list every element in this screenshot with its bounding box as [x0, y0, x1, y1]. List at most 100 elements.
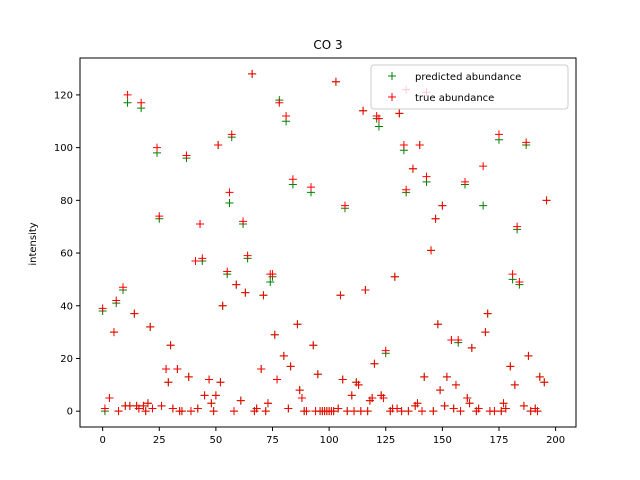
data-point	[331, 77, 340, 86]
data-point	[252, 404, 261, 413]
data-point	[359, 106, 368, 115]
data-point	[354, 380, 363, 389]
data-point	[479, 201, 488, 210]
data-point	[415, 140, 424, 149]
data-point	[440, 401, 449, 410]
data-point	[447, 336, 456, 345]
data-point	[166, 341, 175, 350]
data-point	[307, 183, 316, 192]
data-point	[193, 404, 202, 413]
data-point	[535, 372, 544, 381]
data-point	[442, 372, 451, 381]
data-point	[182, 151, 191, 160]
legend-box	[370, 64, 569, 110]
data-point	[474, 404, 483, 413]
data-point	[105, 394, 114, 403]
y-tick-label: 100	[54, 143, 73, 154]
data-point	[465, 399, 474, 408]
data-point	[467, 343, 476, 352]
data-point	[309, 341, 318, 350]
data-point	[263, 399, 272, 408]
data-point	[334, 404, 343, 413]
data-point	[257, 365, 266, 374]
data-point	[313, 370, 322, 379]
chart-title: CO 3	[313, 38, 342, 52]
data-point	[540, 378, 549, 387]
data-point	[273, 375, 282, 384]
y-axis-title: intensity	[28, 222, 39, 265]
data-point	[200, 391, 209, 400]
data-point	[177, 407, 186, 416]
data-point	[463, 394, 472, 403]
data-point	[542, 196, 551, 205]
data-point	[501, 404, 510, 413]
data-point	[270, 330, 279, 339]
legend-label: true abundance	[415, 93, 494, 104]
data-point	[370, 359, 379, 368]
data-point	[422, 172, 431, 181]
data-point	[207, 399, 216, 408]
y-tick-label: 0	[67, 407, 73, 418]
y-tick-label: 60	[60, 249, 73, 260]
data-point	[449, 404, 458, 413]
data-point	[137, 98, 146, 107]
y-tick-label: 120	[54, 90, 73, 101]
data-point	[218, 301, 227, 310]
data-point	[454, 336, 463, 345]
legend-marker	[388, 93, 396, 101]
data-point	[148, 404, 157, 413]
data-point	[479, 162, 488, 171]
y-tick-label: 80	[60, 196, 73, 207]
data-point	[130, 309, 139, 318]
y-tick-label: 40	[60, 301, 73, 312]
data-point	[420, 372, 429, 381]
data-point	[143, 399, 152, 408]
series-0	[98, 69, 551, 416]
data-point	[356, 407, 365, 416]
data-point	[186, 407, 195, 416]
data-point	[336, 291, 345, 300]
data-point	[230, 407, 239, 416]
data-point	[196, 220, 205, 229]
data-point	[390, 272, 399, 281]
data-point	[141, 407, 150, 416]
data-point	[374, 122, 383, 131]
data-point	[338, 375, 347, 384]
data-point	[146, 322, 155, 331]
data-point	[522, 138, 531, 147]
data-point	[508, 270, 517, 279]
data-point	[438, 201, 447, 210]
x-tick-label: 175	[489, 435, 508, 446]
data-point	[399, 140, 408, 149]
data-point	[209, 407, 218, 416]
data-point	[519, 401, 528, 410]
data-point	[134, 404, 143, 413]
data-point	[526, 407, 535, 416]
data-point	[225, 198, 234, 207]
x-tick-label: 75	[266, 435, 279, 446]
data-point	[329, 407, 338, 416]
data-point	[125, 401, 134, 410]
data-point	[157, 401, 166, 410]
data-point	[402, 185, 411, 194]
data-point	[259, 291, 268, 300]
series-1	[98, 69, 551, 416]
data-point	[481, 328, 490, 337]
data-point	[451, 380, 460, 389]
data-point	[191, 256, 200, 265]
data-point	[284, 404, 293, 413]
data-point	[461, 177, 470, 186]
data-point	[112, 296, 121, 305]
data-point	[162, 365, 171, 374]
data-point	[433, 320, 442, 329]
data-point	[510, 380, 519, 389]
data-point	[282, 111, 291, 120]
data-point	[295, 386, 304, 395]
data-point	[429, 407, 438, 416]
x-tick-label: 150	[433, 435, 452, 446]
data-point	[350, 407, 359, 416]
data-point	[268, 270, 277, 279]
data-point	[515, 278, 524, 287]
data-point	[261, 407, 270, 416]
